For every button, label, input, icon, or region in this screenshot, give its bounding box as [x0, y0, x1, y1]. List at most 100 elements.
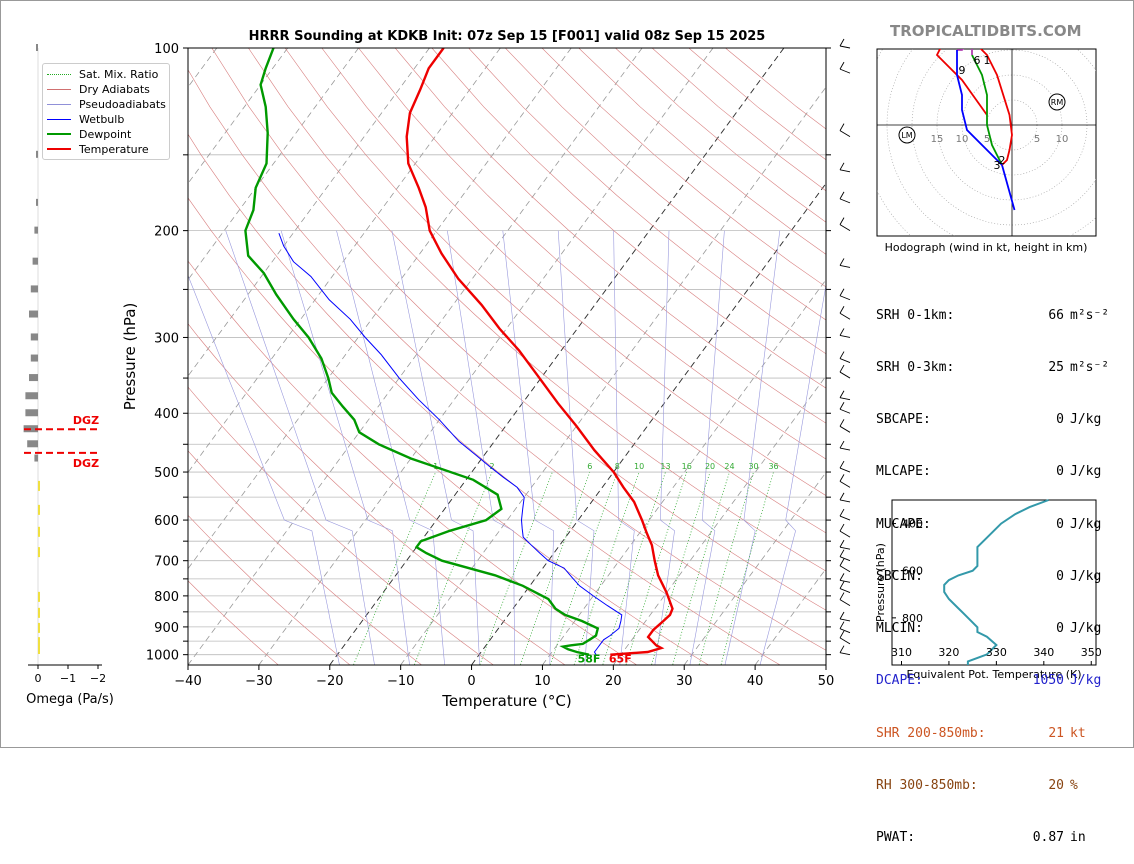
wind-barb-staff	[840, 547, 850, 549]
wind-barb-flag	[840, 441, 844, 448]
chart-title: HRRR Sounding at KDKB Init: 07z Sep 15 […	[249, 29, 766, 44]
stat-value: 20	[1004, 777, 1064, 794]
x-tick-label: −20	[316, 674, 343, 689]
x-tick-label: −10	[387, 674, 414, 689]
stat-label: SRH 0-1km:	[876, 307, 1004, 324]
wind-barb-staff	[840, 46, 850, 48]
mixing-ratio-label: 6	[587, 462, 592, 471]
wind-barb-staff	[840, 359, 850, 363]
omega-bar	[27, 440, 38, 447]
stat-value: 25	[1004, 359, 1064, 376]
wind-barb-flag	[840, 646, 844, 653]
y-axis-label: Pressure (hPa)	[121, 303, 139, 411]
legend-label: Temperature	[79, 143, 149, 156]
stat-label: MUCAPE:	[876, 516, 1004, 533]
y-tick-label: 200	[154, 225, 179, 240]
wind-barb-staff	[840, 170, 850, 172]
stat-label: MLCAPE:	[876, 463, 1004, 480]
wind-barb-flag	[840, 62, 844, 69]
wind-barb-flag	[840, 622, 844, 629]
stat-unit: %	[1070, 777, 1078, 794]
omega-bar	[29, 374, 38, 381]
stat-value: 66	[1004, 307, 1064, 324]
omega-bar	[25, 409, 38, 416]
omega-tick-label: 0	[35, 672, 42, 685]
hodograph-height-label: 9	[959, 64, 966, 77]
stat-label: PWAT:	[876, 829, 1004, 846]
dewpoint-profile	[245, 48, 597, 655]
x-tick-label: −30	[245, 674, 272, 689]
pseudoadiabat	[558, 231, 594, 668]
wind-barb-staff	[840, 629, 850, 633]
wind-barb-staff	[840, 580, 850, 582]
pseudoadiabat	[689, 231, 724, 668]
stat-label: SBCIN:	[876, 568, 1004, 585]
wind-barb-staff	[840, 398, 850, 400]
stat-label: SBCAPE:	[876, 411, 1004, 428]
wind-barb-flag	[840, 391, 844, 398]
wind-barb-staff	[840, 619, 850, 621]
legend-swatch	[47, 119, 71, 120]
pseudoadiabat	[447, 231, 514, 668]
omega-tick-label: −1	[60, 672, 76, 685]
wind-barb-flag	[840, 39, 844, 46]
mixing-ratio-label: 20	[705, 462, 715, 471]
temperature-profile	[407, 48, 673, 655]
mixing-ratio-label: 8	[615, 462, 620, 471]
wind-barb-flag	[840, 509, 844, 516]
dry-adiabat	[175, 48, 856, 668]
wind-barb-staff	[840, 409, 850, 413]
wind-barb-flag	[840, 550, 844, 557]
mixing-ratio-line	[720, 472, 773, 668]
stat-value: 0	[1004, 516, 1064, 533]
x-tick-label: 0	[467, 674, 475, 689]
legend-swatch	[47, 104, 71, 105]
wind-barb-flag	[840, 573, 844, 580]
y-tick-label: 300	[154, 331, 179, 346]
wind-barb-staff	[840, 516, 850, 520]
stat-unit: m²s⁻²	[1070, 359, 1109, 376]
dgz-label: DGZ	[73, 457, 99, 470]
isotherm	[117, 48, 571, 665]
stat-label: SRH 0-3km:	[876, 359, 1004, 376]
stat-value: 0	[1004, 620, 1064, 637]
mixing-ratio-label: 16	[682, 462, 692, 471]
omega-bar	[29, 311, 38, 318]
y-tick-label: 800	[154, 590, 179, 605]
stat-unit: J/kg	[1070, 516, 1101, 533]
omega-axis-label: Omega (Pa/s)	[26, 692, 114, 707]
stat-value: 1050	[1004, 672, 1064, 689]
storm-motion-label: LM	[901, 131, 912, 140]
hodograph-ring-label: 10	[956, 134, 969, 145]
wind-barb-staff	[840, 589, 850, 593]
isotherm	[0, 48, 4, 665]
wind-barb-staff	[840, 653, 850, 655]
omega-bar	[33, 258, 38, 265]
mixing-ratio-label: 36	[768, 462, 778, 471]
stat-unit: J/kg	[1070, 568, 1101, 585]
dry-adiabat	[138, 48, 784, 668]
stat-unit: in	[1070, 829, 1086, 846]
omega-bar	[31, 285, 38, 292]
y-tick-label: 1000	[146, 649, 179, 664]
omega-tick-label: −2	[90, 672, 106, 685]
wind-barb-flag	[840, 124, 844, 131]
wind-barb-flag	[840, 218, 844, 225]
x-tick-label: 10	[534, 674, 551, 689]
omega-bar	[36, 199, 38, 206]
omega-bar	[31, 333, 38, 340]
wind-barb-staff	[840, 265, 850, 267]
hodograph-height-label: 1	[984, 54, 991, 67]
y-tick-label: 100	[154, 42, 179, 57]
stat-unit: J/kg	[1070, 411, 1101, 428]
x-tick-label: −40	[174, 674, 201, 689]
x-tick-label: 20	[605, 674, 622, 689]
wind-barb-flag	[840, 163, 844, 170]
y-tick-label: 700	[154, 555, 179, 570]
